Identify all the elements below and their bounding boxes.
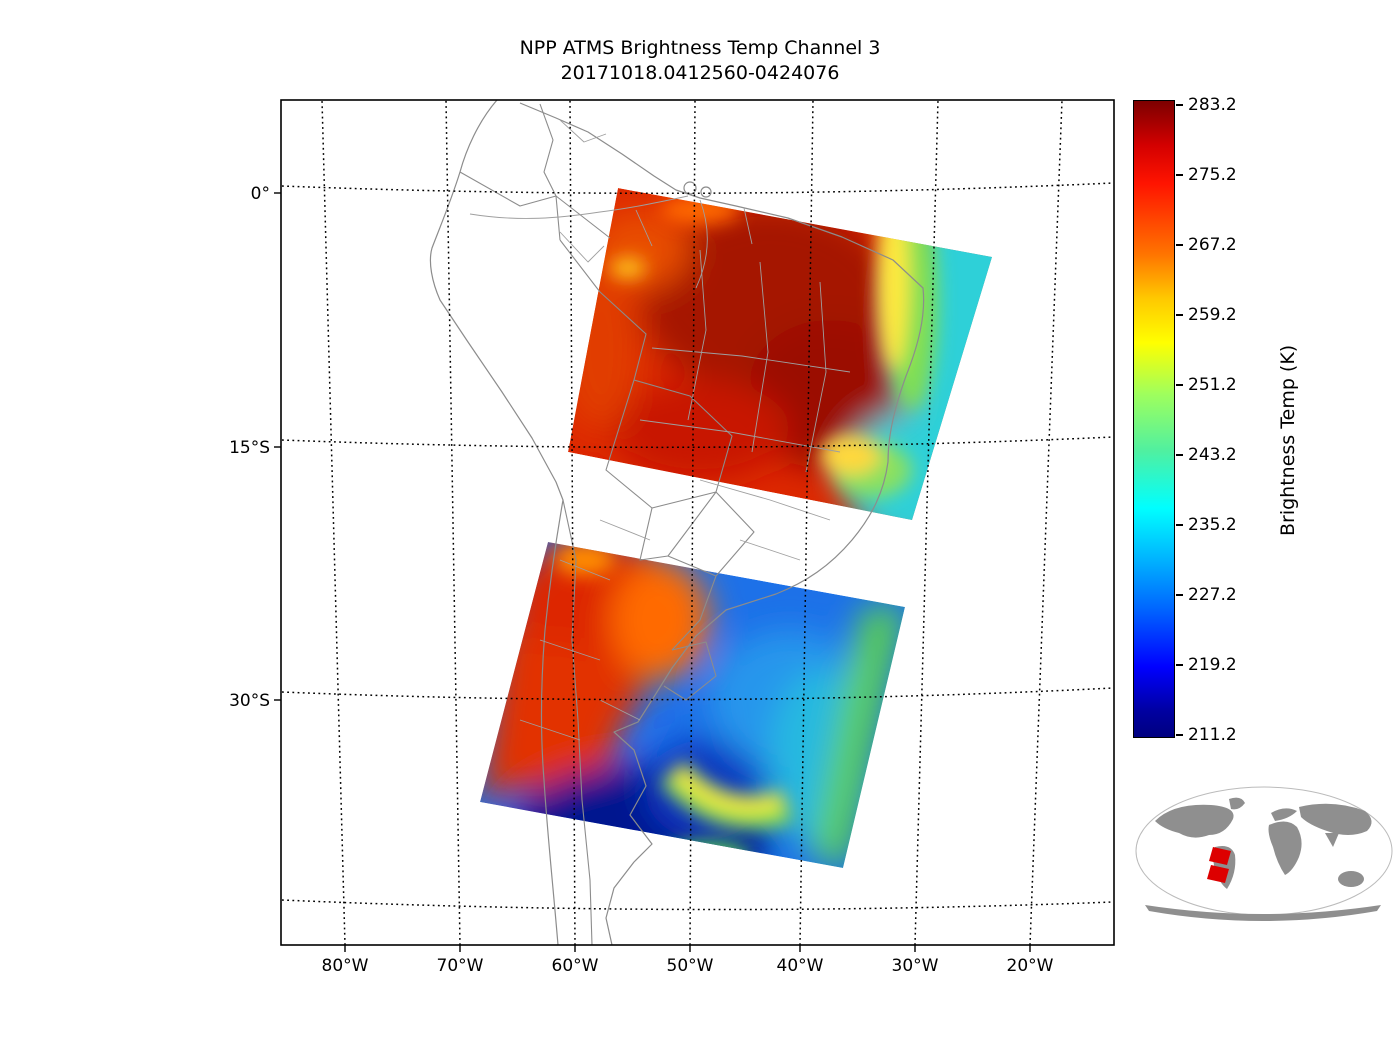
figure-title: NPP ATMS Brightness Temp Channel 3: [519, 37, 881, 59]
colorbar-axis-label: Brightness Temp (K): [1277, 344, 1299, 536]
colorbar-tick: [1176, 454, 1183, 456]
lat-label-30s: 30°S: [229, 691, 270, 711]
colorbar-tick-label: 267.2: [1188, 235, 1237, 255]
state-border-and-river-paths: [469, 119, 851, 741]
colorbar-tick-label: 227.2: [1188, 585, 1237, 605]
southern-swath-heatmap: [480, 542, 905, 868]
swath-footprints-red: [1207, 847, 1231, 883]
colorbar-tick-label: 243.2: [1188, 445, 1237, 465]
colorbar-tick: [1176, 594, 1183, 596]
colorbar-tick: [1176, 314, 1183, 316]
colorbar-tick: [1176, 524, 1183, 526]
colorbar-tick-label: 219.2: [1188, 655, 1237, 675]
lon-label-20w: 20°W: [1007, 956, 1054, 976]
graticule: [281, 100, 1114, 945]
colorbar-tick: [1176, 174, 1183, 176]
colorbar-tick-label: 259.2: [1188, 305, 1237, 325]
colorbar-tick: [1176, 244, 1183, 246]
lon-label-70w: 70°W: [437, 956, 484, 976]
colorbar: [1133, 100, 1175, 738]
lon-label-40w: 40°W: [777, 956, 824, 976]
colorbar-tick: [1176, 104, 1183, 106]
figure-subtitle: 20171018.0412560-0424076: [560, 62, 840, 84]
world-inset-map: [1135, 786, 1393, 921]
lat-axis-labels: 0° 15°S 30°S: [229, 184, 270, 711]
axis-tick-marks: [274, 192, 1031, 952]
lon-axis-labels: 80°W 70°W 60°W 50°W 40°W 30°W 20°W: [322, 956, 1054, 976]
lat-label-15s: 15°S: [229, 438, 270, 458]
lon-label-50w: 50°W: [667, 956, 714, 976]
colorbar-tick-label: 235.2: [1188, 515, 1237, 535]
coastline-paths: [429, 100, 925, 945]
title-block: NPP ATMS Brightness Temp Channel 3 20171…: [0, 36, 1400, 86]
inset-globe-outline: [1135, 786, 1393, 916]
colorbar-tick: [1176, 384, 1183, 386]
lon-label-80w: 80°W: [322, 956, 369, 976]
colorbar-tick-label: 251.2: [1188, 375, 1237, 395]
country-border-paths: [459, 103, 755, 945]
northern-swath-heatmap: [568, 188, 992, 520]
colorbar-tick-label: 211.2: [1188, 725, 1237, 745]
colorbar-tick: [1176, 734, 1183, 736]
colorbar-tick-label: 275.2: [1188, 165, 1237, 185]
map-frame: [280, 99, 1115, 946]
lat-label-0: 0°: [251, 184, 270, 204]
lon-label-60w: 60°W: [552, 956, 599, 976]
lon-label-30w: 30°W: [892, 956, 939, 976]
inset-continents: [1145, 797, 1381, 921]
colorbar-tick: [1176, 664, 1183, 666]
colorbar-tick-label: 283.2: [1188, 95, 1237, 115]
